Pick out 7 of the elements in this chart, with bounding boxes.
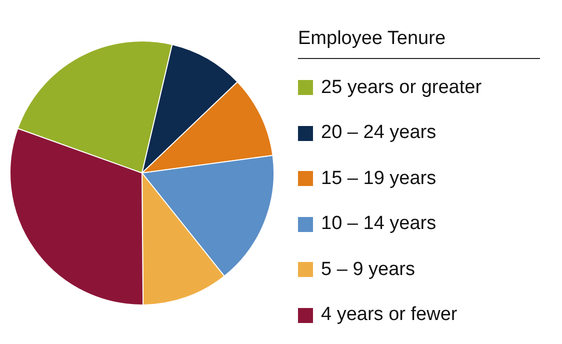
legend-title: Employee Tenure	[298, 28, 540, 59]
legend-label: 4 years or fewer	[321, 304, 458, 326]
legend-label: 25 years or greater	[321, 76, 482, 99]
legend-label: 15 – 19 years	[321, 168, 436, 190]
legend-label: 20 – 24 years	[321, 122, 436, 144]
legend-label: 10 – 14 years	[321, 213, 436, 236]
legend-label: 5 – 9 years	[321, 258, 415, 281]
